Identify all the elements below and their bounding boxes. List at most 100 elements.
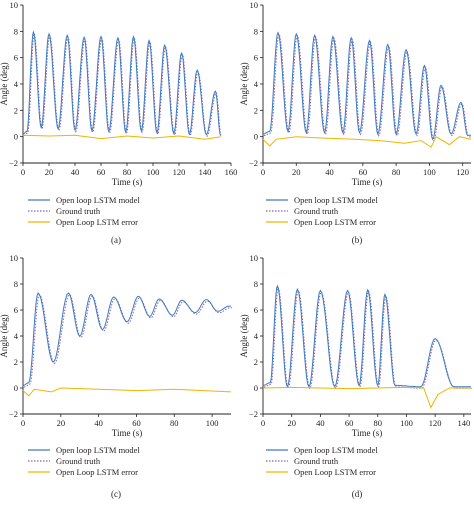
x-tick-label: 80 (392, 167, 401, 177)
y-tick-label: 8 (14, 279, 18, 289)
series-lstm-model (263, 31, 471, 141)
y-tick-label: 0 (254, 132, 258, 142)
series-ground-truth (23, 31, 222, 138)
x-tick-label: 120 (173, 167, 186, 177)
y-tick-label: 2 (14, 105, 18, 115)
series-lstm-error (22, 387, 232, 397)
y-tick-label: 2 (254, 105, 258, 115)
y-tick-label: 0 (14, 383, 18, 393)
y-tick-label: 6 (14, 305, 18, 315)
x-tick-label: 120 (429, 418, 442, 428)
x-tick-label: 0 (21, 418, 25, 428)
x-tick-label: 80 (123, 167, 132, 177)
y-tick-label: 6 (254, 305, 258, 315)
legend-model-label: Open loop LSTM model (294, 445, 378, 455)
y-tick-label: 10 (250, 0, 259, 10)
x-tick-label: 60 (132, 418, 141, 428)
x-tick-label: 80 (170, 418, 179, 428)
x-tick-label: 20 (287, 418, 296, 428)
y-axis-title: Angle (deg) (239, 314, 249, 357)
x-tick-label: 20 (57, 418, 66, 428)
x-tick-label: 160 (225, 167, 238, 177)
x-tick-label: 40 (94, 418, 103, 428)
y-tick-label: 8 (254, 26, 258, 36)
y-tick-label: −2 (249, 158, 258, 168)
series-lstm-model (23, 30, 222, 136)
y-tick-label: 0 (254, 383, 258, 393)
panel-label: (b) (352, 235, 363, 245)
legend-truth-label: Ground truth (56, 206, 101, 216)
x-tick-label: 0 (261, 167, 265, 177)
legend-error-label: Open Loop LSTM error (56, 217, 138, 227)
x-tick-label: 20 (292, 167, 301, 177)
x-tick-label: 60 (359, 167, 368, 177)
x-tick-label: 100 (206, 418, 219, 428)
x-axis-title: Time (s) (112, 428, 142, 438)
x-tick-label: 40 (325, 167, 334, 177)
x-axis-title: Time (s) (112, 177, 142, 187)
x-tick-label: 100 (400, 418, 413, 428)
series-lstm-model (22, 292, 231, 386)
y-tick-label: −2 (9, 409, 18, 419)
series-lstm-model (262, 284, 471, 389)
y-axis-title: Angle (deg) (0, 314, 9, 357)
x-tick-label: 40 (71, 167, 80, 177)
x-tick-label: 0 (261, 418, 265, 428)
y-tick-label: 4 (14, 331, 19, 341)
y-tick-label: 10 (10, 253, 19, 263)
y-tick-label: 10 (10, 0, 19, 10)
x-tick-label: 100 (423, 167, 436, 177)
series-lstm-error (262, 135, 472, 148)
x-tick-label: 60 (345, 418, 354, 428)
y-tick-label: 4 (254, 79, 259, 89)
y-axis-title: Angle (deg) (0, 62, 9, 105)
legend-error-label: Open Loop LSTM error (294, 217, 376, 227)
legend-model-label: Open loop LSTM model (294, 195, 378, 205)
y-tick-label: 2 (14, 357, 18, 367)
legend-truth-label: Ground truth (294, 456, 339, 466)
x-axis-title: Time (s) (352, 177, 382, 187)
legend-error-label: Open Loop LSTM error (294, 467, 376, 477)
x-tick-label: 100 (147, 167, 160, 177)
y-tick-label: 2 (254, 357, 258, 367)
x-tick-label: 120 (456, 167, 469, 177)
y-tick-label: 8 (254, 279, 258, 289)
legend-model-label: Open loop LSTM model (56, 195, 140, 205)
x-tick-label: 140 (199, 167, 212, 177)
x-axis-title: Time (s) (352, 428, 382, 438)
x-tick-label: 20 (45, 167, 54, 177)
y-tick-label: −2 (9, 158, 18, 168)
y-tick-label: 10 (250, 253, 259, 263)
panel-label: (d) (352, 489, 363, 499)
y-tick-label: 4 (254, 331, 259, 341)
x-tick-label: 140 (457, 418, 470, 428)
y-tick-label: 6 (14, 53, 18, 63)
series-lstm-error (262, 386, 471, 409)
x-tick-label: 60 (97, 167, 106, 177)
y-axis-title: Angle (deg) (239, 62, 249, 105)
y-tick-label: 4 (14, 79, 19, 89)
legend-error-label: Open Loop LSTM error (56, 467, 138, 477)
y-tick-label: −2 (249, 409, 258, 419)
legend-truth-label: Ground truth (56, 456, 101, 466)
x-tick-label: 0 (21, 167, 25, 177)
panel-label: (c) (111, 489, 121, 499)
y-tick-label: 0 (14, 132, 18, 142)
x-tick-label: 80 (374, 418, 383, 428)
legend-truth-label: Ground truth (294, 206, 339, 216)
y-tick-label: 8 (14, 26, 18, 36)
series-ground-truth (24, 293, 233, 388)
legend-model-label: Open loop LSTM model (56, 445, 140, 455)
series-lstm-error (22, 134, 221, 140)
y-tick-label: 6 (254, 53, 258, 63)
panel-label: (a) (111, 235, 121, 245)
